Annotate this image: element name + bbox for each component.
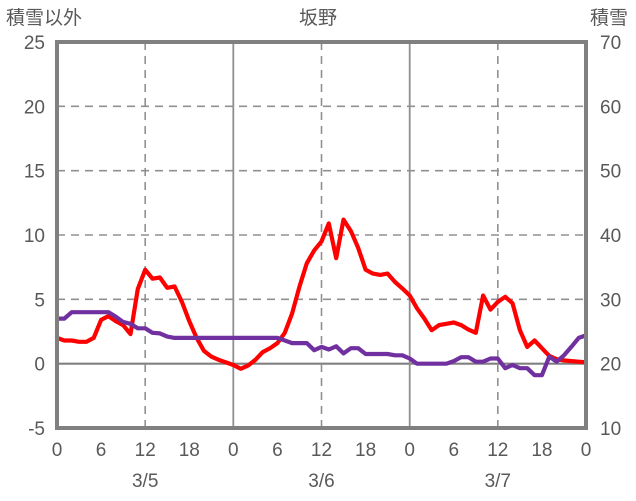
right-axis-tick-label: 10 bbox=[600, 419, 621, 440]
x-axis-tick-label: 18 bbox=[355, 440, 376, 461]
date-label: 3/6 bbox=[308, 471, 334, 492]
snow-depth-line bbox=[54, 310, 589, 378]
left-axis-tick-label: -5 bbox=[28, 419, 45, 440]
left-axis-title: 積雪以外 bbox=[6, 8, 83, 29]
right-axis-tick-label: 50 bbox=[600, 162, 621, 183]
x-axis-tick-label: 18 bbox=[531, 440, 552, 461]
plot-frame bbox=[55, 40, 588, 430]
right-axis-tick-label: 30 bbox=[600, 290, 621, 311]
left-axis-tick-label: 25 bbox=[24, 33, 45, 54]
x-axis-tick-label: 12 bbox=[487, 440, 508, 461]
right-axis-tick-label: 60 bbox=[600, 97, 621, 118]
x-axis-tick-label: 0 bbox=[228, 440, 239, 461]
left-axis-tick-label: 20 bbox=[24, 97, 45, 118]
left-axis-tick-label: 15 bbox=[24, 162, 45, 183]
x-axis-tick-label: 12 bbox=[311, 440, 332, 461]
left-axis-tick-label: 10 bbox=[24, 226, 45, 247]
x-axis-tick-label: 18 bbox=[179, 440, 200, 461]
right-axis-tick-label: 40 bbox=[600, 226, 621, 247]
chart-header: 積雪以外 坂野 積雪 bbox=[0, 6, 636, 32]
right-axis-tick-label: 20 bbox=[600, 355, 621, 376]
x-axis-tick-label: 0 bbox=[52, 440, 63, 461]
other-than-snow-line bbox=[54, 217, 589, 371]
x-axis-tick-label: 6 bbox=[96, 440, 107, 461]
x-axis-tick-label: 0 bbox=[404, 440, 415, 461]
x-axis-tick-label: 0 bbox=[581, 440, 592, 461]
left-axis-tick-label: 0 bbox=[34, 355, 45, 376]
date-label: 3/7 bbox=[485, 471, 511, 492]
left-axis-tick-label: 5 bbox=[34, 290, 45, 311]
chart-title: 坂野 bbox=[298, 8, 337, 29]
date-label: 3/5 bbox=[132, 471, 158, 492]
x-axis-tick-label: 6 bbox=[272, 440, 283, 461]
right-axis-tick-label: 70 bbox=[600, 33, 621, 54]
right-axis-title: 積雪 bbox=[589, 8, 628, 29]
x-axis-tick-label: 6 bbox=[449, 440, 460, 461]
x-axis-tick-label: 12 bbox=[135, 440, 156, 461]
